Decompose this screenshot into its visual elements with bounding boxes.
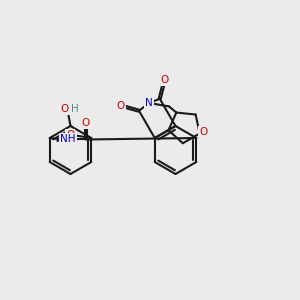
Text: O: O	[82, 118, 90, 128]
Text: NH: NH	[60, 134, 76, 145]
Text: H: H	[71, 104, 79, 114]
Text: N: N	[145, 98, 152, 108]
Text: O: O	[66, 130, 74, 140]
Text: O: O	[60, 104, 69, 114]
Text: O: O	[160, 75, 169, 85]
Text: O: O	[200, 127, 208, 137]
Text: O: O	[117, 100, 125, 111]
